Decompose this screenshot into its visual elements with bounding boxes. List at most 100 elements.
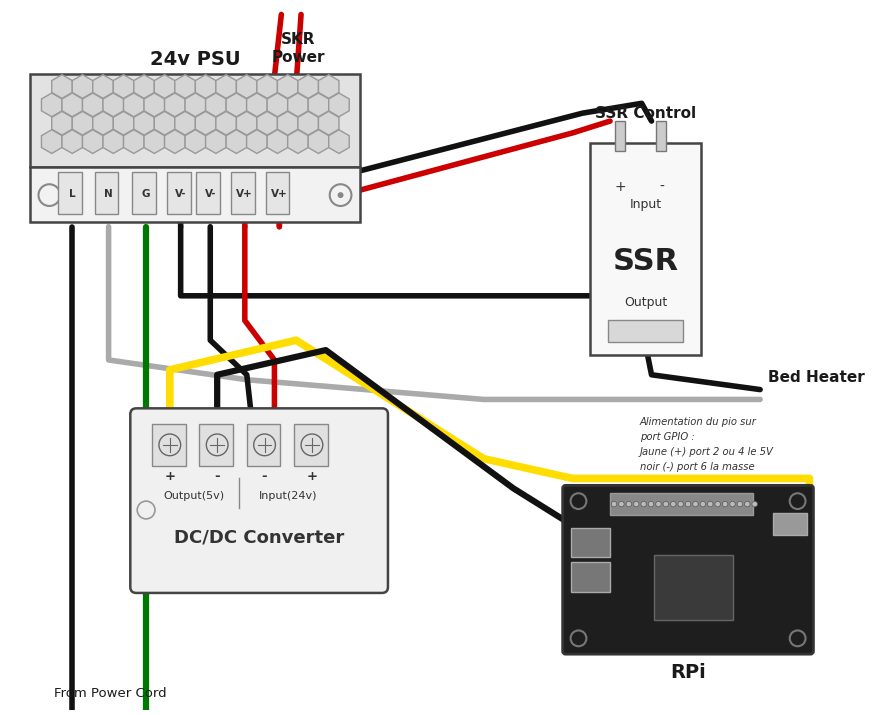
Polygon shape <box>62 93 82 117</box>
Text: From Power Cord: From Power Cord <box>54 687 167 700</box>
Circle shape <box>649 501 654 507</box>
Text: +: + <box>614 180 626 194</box>
Text: V-: V- <box>205 189 216 199</box>
Circle shape <box>685 501 691 507</box>
Bar <box>266 172 289 214</box>
Circle shape <box>744 501 750 507</box>
Text: Output(5v): Output(5v) <box>163 491 224 501</box>
Polygon shape <box>73 74 93 99</box>
Bar <box>657 121 666 151</box>
Polygon shape <box>185 93 206 117</box>
Text: V+: V+ <box>271 189 288 199</box>
Polygon shape <box>165 129 185 154</box>
Circle shape <box>618 501 624 507</box>
Bar <box>571 528 610 558</box>
Text: G: G <box>142 189 151 199</box>
Bar <box>655 556 734 620</box>
Circle shape <box>722 501 727 507</box>
Bar <box>29 167 361 222</box>
Polygon shape <box>318 74 339 99</box>
Polygon shape <box>134 74 154 99</box>
Text: -: - <box>261 470 268 483</box>
Circle shape <box>700 501 705 507</box>
Circle shape <box>633 501 639 507</box>
Polygon shape <box>134 112 154 135</box>
Polygon shape <box>298 74 318 99</box>
Text: Input: Input <box>630 199 662 212</box>
Polygon shape <box>226 129 246 154</box>
Polygon shape <box>93 112 113 135</box>
Polygon shape <box>216 112 237 135</box>
Polygon shape <box>103 129 123 154</box>
Polygon shape <box>103 93 123 117</box>
Bar <box>199 424 233 465</box>
Bar <box>58 172 82 214</box>
Polygon shape <box>185 129 206 154</box>
Polygon shape <box>329 129 349 154</box>
Polygon shape <box>175 112 195 135</box>
Polygon shape <box>246 129 268 154</box>
Circle shape <box>338 192 344 198</box>
Polygon shape <box>144 129 165 154</box>
Bar <box>615 121 625 151</box>
Polygon shape <box>144 93 165 117</box>
Polygon shape <box>216 74 237 99</box>
Bar <box>197 172 220 214</box>
Circle shape <box>641 501 647 507</box>
Bar <box>95 172 119 214</box>
Bar <box>167 172 190 214</box>
Circle shape <box>708 501 713 507</box>
Polygon shape <box>82 93 103 117</box>
Polygon shape <box>298 112 318 135</box>
Polygon shape <box>288 93 308 117</box>
Polygon shape <box>268 129 288 154</box>
Text: DC/DC Converter: DC/DC Converter <box>174 528 345 547</box>
Polygon shape <box>308 93 329 117</box>
Bar <box>247 424 280 465</box>
Polygon shape <box>62 129 82 154</box>
Polygon shape <box>42 129 62 154</box>
Circle shape <box>678 501 683 507</box>
Circle shape <box>671 501 676 507</box>
Circle shape <box>663 501 669 507</box>
Text: Input(24v): Input(24v) <box>259 491 317 501</box>
Text: SSR: SSR <box>612 247 679 276</box>
Text: Alimentation du pio sur
port GPIO :
Jaune (+) port 2 ou 4 le 5V
noir (-) port 6 : Alimentation du pio sur port GPIO : Jaun… <box>640 418 773 472</box>
Polygon shape <box>154 112 175 135</box>
Circle shape <box>730 501 735 507</box>
Text: RPi: RPi <box>670 664 706 682</box>
Polygon shape <box>123 129 144 154</box>
Polygon shape <box>51 112 73 135</box>
Bar <box>610 493 753 515</box>
Polygon shape <box>277 74 298 99</box>
Bar <box>590 143 701 355</box>
Bar <box>231 172 254 214</box>
Text: SSR Control: SSR Control <box>595 106 696 121</box>
FancyBboxPatch shape <box>563 485 813 654</box>
Polygon shape <box>195 112 216 135</box>
Bar <box>608 320 683 342</box>
Polygon shape <box>113 112 134 135</box>
Text: +: + <box>164 470 175 483</box>
Polygon shape <box>165 93 185 117</box>
Polygon shape <box>113 74 134 99</box>
Polygon shape <box>237 74 257 99</box>
Circle shape <box>626 501 632 507</box>
Bar <box>773 513 807 535</box>
Text: N: N <box>105 189 113 199</box>
Polygon shape <box>123 93 144 117</box>
Polygon shape <box>175 74 195 99</box>
Polygon shape <box>195 74 216 99</box>
Circle shape <box>693 501 698 507</box>
Bar <box>152 424 185 465</box>
Polygon shape <box>206 93 226 117</box>
Polygon shape <box>277 112 298 135</box>
Bar <box>132 172 156 214</box>
Polygon shape <box>82 129 103 154</box>
Text: -: - <box>214 470 220 483</box>
Polygon shape <box>308 129 329 154</box>
FancyBboxPatch shape <box>130 408 388 593</box>
Text: +: + <box>307 470 317 483</box>
Polygon shape <box>237 112 257 135</box>
Polygon shape <box>226 93 246 117</box>
